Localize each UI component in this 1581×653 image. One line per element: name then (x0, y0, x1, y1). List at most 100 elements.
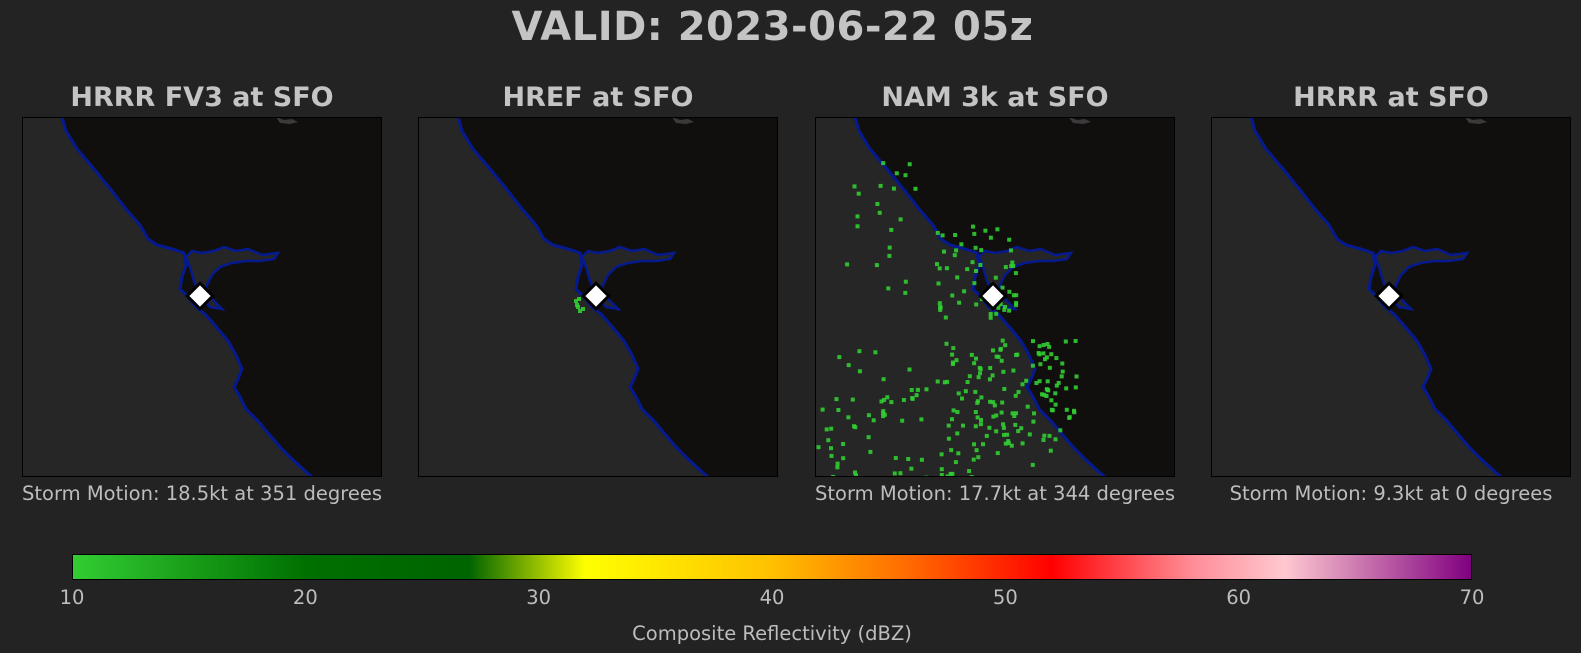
reflectivity-echo (963, 389, 968, 394)
reflectivity-echo (995, 451, 1000, 456)
map-nam-3k (815, 117, 1175, 477)
reflectivity-echo (575, 303, 579, 307)
reflectivity-echo (1011, 293, 1016, 298)
reflectivity-echo (952, 253, 957, 258)
reflectivity-echo (1014, 293, 1019, 298)
reflectivity-echo (954, 248, 959, 253)
reflectivity-echo (936, 281, 941, 286)
reflectivity-echo (834, 397, 839, 402)
reflectivity-echo (961, 423, 965, 428)
reflectivity-echo (940, 233, 945, 238)
reflectivity-echo (841, 456, 846, 461)
reflectivity-echo (1007, 237, 1012, 242)
reflectivity-echo (950, 293, 955, 298)
reflectivity-echo (1037, 344, 1042, 349)
reflectivity-echo (910, 396, 915, 401)
white-diamond-icon (1374, 281, 1404, 311)
colorbar-tick: 60 (1226, 586, 1252, 609)
ocean-area (22, 117, 312, 477)
reflectivity-echo (994, 354, 999, 359)
reflectivity-echo (1046, 388, 1051, 393)
reflectivity-echo (946, 423, 951, 428)
reflectivity-echo (1043, 357, 1047, 362)
reflectivity-echo (906, 457, 911, 461)
reflectivity-echo (981, 442, 985, 447)
reflectivity-echo (881, 161, 886, 166)
colorbar-tick: 50 (992, 586, 1018, 609)
reflectivity-echo (1002, 432, 1006, 437)
reflectivity-echo (943, 315, 948, 320)
reflectivity-echo (903, 279, 908, 284)
reflectivity-echo (1073, 339, 1078, 343)
ocean-area (1211, 117, 1501, 477)
reflectivity-echo (846, 363, 851, 368)
map-frame (418, 117, 778, 477)
reflectivity-echo (1040, 392, 1044, 397)
reflectivity-echo (955, 275, 960, 280)
map-hrrr (1211, 117, 1571, 477)
reflectivity-echo (857, 369, 862, 374)
reflectivity-echo (987, 377, 992, 382)
reflectivity-echo (976, 375, 981, 380)
map-frame (1211, 117, 1571, 477)
reflectivity-echo (1053, 391, 1058, 396)
reflectivity-echo (915, 387, 920, 392)
reflectivity-echo (882, 397, 886, 402)
reflectivity-echo (1073, 385, 1078, 390)
reflectivity-echo (988, 312, 993, 316)
reflectivity-echo (967, 374, 972, 379)
reflectivity-echo (914, 393, 919, 398)
reflectivity-echo (995, 227, 1000, 232)
reflectivity-echo (946, 436, 951, 441)
reflectivity-echo (1027, 432, 1032, 437)
reflectivity-echo (1009, 248, 1013, 253)
reflectivity-echo (1003, 343, 1008, 348)
reflectivity-echo (909, 466, 914, 471)
reflectivity-echo (1063, 339, 1068, 344)
reflectivity-echo (829, 446, 833, 451)
reflectivity-echo (965, 267, 970, 272)
reflectivity-echo (1024, 378, 1029, 383)
panel-title: NAM 3k at SFO (881, 82, 1109, 113)
colorbar-tick: 30 (526, 586, 552, 609)
reflectivity-echo (1003, 305, 1007, 309)
reflectivity-echo (901, 398, 906, 402)
reflectivity-echo (1001, 425, 1006, 430)
reflectivity-echo (891, 186, 896, 191)
reflectivity-echo (846, 415, 851, 420)
reflectivity-echo (991, 348, 995, 353)
reflectivity-echo (1014, 411, 1018, 416)
reflectivity-echo (975, 400, 980, 405)
reflectivity-echo (581, 307, 585, 311)
reflectivity-echo (974, 448, 979, 453)
reflectivity-echo (893, 456, 898, 460)
reflectivity-echo (1014, 301, 1019, 305)
reflectivity-echo (969, 352, 974, 357)
reflectivity-echo (855, 224, 860, 229)
reflectivity-echo (973, 245, 978, 250)
reflectivity-echo (871, 418, 876, 423)
reflectivity-echo (841, 442, 846, 446)
reflectivity-echo (881, 409, 886, 414)
reflectivity-echo (944, 266, 949, 271)
reflectivity-echo (1053, 437, 1058, 442)
reflectivity-echo (1064, 386, 1069, 391)
reflectivity-echo (1060, 361, 1065, 366)
reflectivity-echo (1049, 398, 1054, 403)
reflectivity-echo (1047, 344, 1052, 349)
reflectivity-echo (845, 262, 850, 267)
reflectivity-echo (853, 425, 858, 430)
reflectivity-echo (950, 417, 954, 422)
reflectivity-echo (1072, 410, 1077, 415)
reflectivity-echo (979, 248, 984, 253)
reflectivity-echo (973, 424, 978, 429)
reflectivity-echo (970, 260, 975, 265)
reflectivity-echo (1003, 441, 1008, 446)
reflectivity-echo (938, 307, 943, 312)
reflectivity-echo (835, 461, 840, 466)
reflectivity-echo (1031, 419, 1036, 424)
reflectivity-echo (991, 400, 996, 405)
reflectivity-echo (1010, 260, 1015, 265)
reflectivity-echo (856, 191, 861, 196)
reflectivity-echo (972, 442, 976, 447)
